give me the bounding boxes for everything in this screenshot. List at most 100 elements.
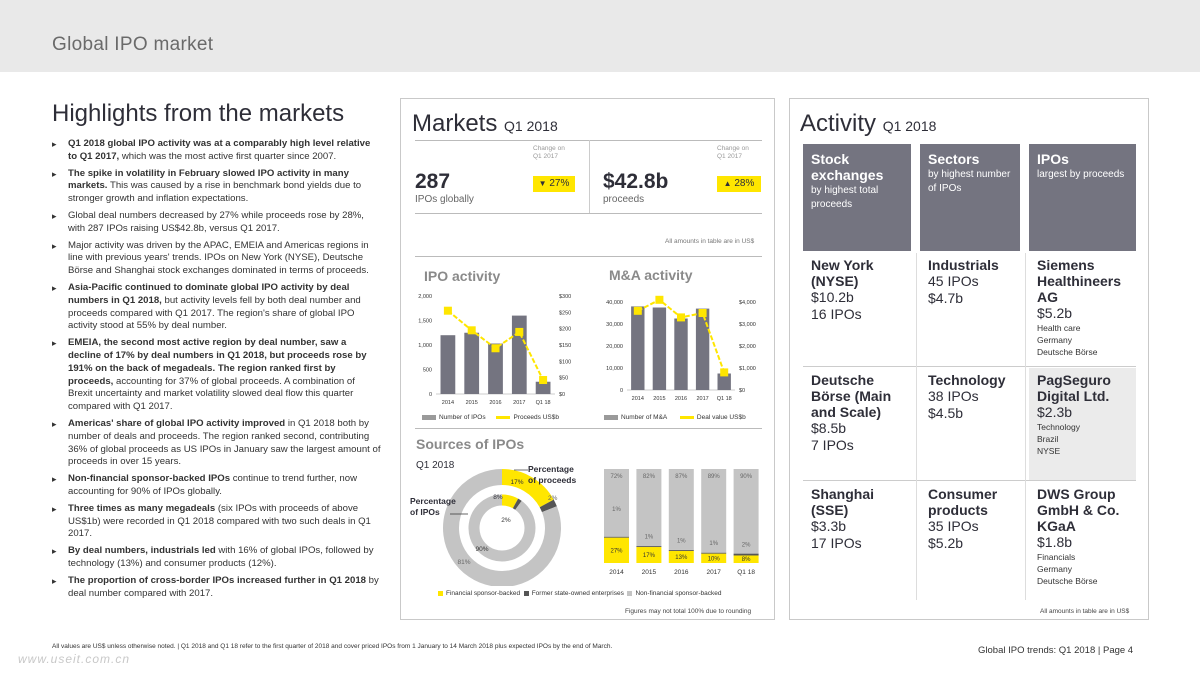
highlight-bold: EMEIA, the second most active region by … xyxy=(68,337,367,387)
donut-inner-segment xyxy=(512,498,522,510)
legend-swatch xyxy=(604,414,618,420)
y-tick-label: 1,500 xyxy=(418,319,432,325)
cell-detail: Brazil xyxy=(1037,434,1059,444)
cell-value: 17 IPOs xyxy=(811,535,862,551)
bar xyxy=(674,318,688,390)
highlight-bold: Q1 2018 global IPO activity was at a com… xyxy=(68,138,371,162)
row-divider xyxy=(803,366,1136,367)
activity-cell: Siemens Healthineers AG $5.2b Health care G… xyxy=(1029,253,1136,366)
x-tick-label: 2015 xyxy=(642,569,657,576)
divider xyxy=(415,213,762,214)
highlight-item: Q1 2018 global IPO activity was at a com… xyxy=(52,138,382,164)
line-point xyxy=(491,344,500,353)
donut-label-ipos: Percentage of IPOs xyxy=(410,496,456,517)
change-label: Change on Q1 2017 xyxy=(533,145,565,160)
stacked-bar-segment xyxy=(733,553,759,556)
donut-outer-label: 81% xyxy=(457,559,470,566)
mna-activity-title: M&A activity xyxy=(609,267,693,283)
highlight-bold: Non-financial sponsor-backed IPOs xyxy=(68,473,231,485)
cell-detail: NYSE xyxy=(1037,446,1061,456)
proceeds-change-badge: ▲ 28% xyxy=(717,176,761,192)
ipo-count-label: IPOs globally xyxy=(415,194,474,205)
activity-cell: Technology 38 IPOs $4.5b xyxy=(920,368,1020,480)
donut-label-proceeds: Percentage of proceeds xyxy=(528,464,577,485)
segment-label: 87% xyxy=(675,474,688,480)
donut-outer-segment xyxy=(443,469,561,586)
activity-title: Activity Q1 2018 xyxy=(800,110,937,137)
cell-detail: Deutsche Börse xyxy=(1037,347,1098,357)
cell-value: $2.3b xyxy=(1037,404,1073,420)
stacked-bar-segment xyxy=(668,469,694,550)
highlight-bold: The proportion of cross-border IPOs incr… xyxy=(68,574,367,586)
highlight-item: Three times as many megadeals (six IPOs … xyxy=(52,503,382,541)
y-tick-label: 30,000 xyxy=(606,322,623,328)
donut-outer-label: 17% xyxy=(510,479,523,486)
x-tick-label: 2016 xyxy=(674,569,689,576)
stacked-bar-segment xyxy=(636,546,662,548)
watermark: www.useit.com.cn xyxy=(18,652,131,666)
x-tick-label: 2017 xyxy=(513,400,525,406)
segment-label: 8% xyxy=(742,557,751,563)
bar xyxy=(440,335,456,394)
y-tick-label: 2,000 xyxy=(418,294,432,300)
x-tick-label: 2016 xyxy=(489,400,501,406)
y-tick-label: 20,000 xyxy=(606,344,623,350)
stacked-bar-segment xyxy=(636,469,662,547)
ipo-activity-title: IPO activity xyxy=(424,268,501,284)
stacked-bar-segment xyxy=(604,469,629,537)
highlight-item: Major activity was driven by the APAC, E… xyxy=(52,240,382,278)
y2-tick-label: $150 xyxy=(559,343,571,349)
stacked-bar-segment xyxy=(701,469,727,553)
x-tick-label: 2017 xyxy=(706,569,721,576)
line-point xyxy=(677,313,685,322)
highlight-text: by deal number compared with 2017. xyxy=(68,574,379,599)
y2-tick-label: $0 xyxy=(559,392,565,398)
ipo-count: 287 xyxy=(415,170,451,193)
segment-label: 13% xyxy=(675,555,688,561)
highlight-text: continue to trend further, now accountin… xyxy=(68,473,357,497)
cell-detail: Health care xyxy=(1037,323,1081,333)
divider xyxy=(415,140,762,141)
highlight-text: in Q1 2018 both by number of deals and p… xyxy=(68,417,381,468)
bar xyxy=(464,332,480,394)
line-point xyxy=(443,306,452,315)
donut-outer-segment xyxy=(501,469,554,508)
arrow-up-icon: ▲ xyxy=(723,179,732,188)
activity-panel xyxy=(789,98,1149,620)
y2-tick-label: $4,000 xyxy=(739,300,756,306)
highlight-text: Global deal numbers decreased by 27% whi… xyxy=(68,209,364,234)
y2-tick-label: $1,000 xyxy=(739,366,756,372)
segment-label: 72% xyxy=(610,474,623,480)
sources-title: Sources of IPOs xyxy=(416,436,525,452)
line-point xyxy=(467,326,476,335)
bar xyxy=(631,306,645,390)
legend-swatch xyxy=(496,415,511,419)
activity-cell: Shanghai (SSE) $3.3b 17 IPOs xyxy=(803,482,911,600)
activity-cell: Deutsche Börse (Main and Scale) $8.5b 7 IP… xyxy=(803,368,911,480)
divider xyxy=(415,256,762,257)
donut-inner-label: 90% xyxy=(475,546,488,553)
bar xyxy=(717,373,731,390)
ipo-change-badge: ▼ 27% xyxy=(533,176,575,192)
highlight-text: This was caused by a rise in benchmark b… xyxy=(68,180,362,205)
activity-cell: DWS Group GmbH & Co. KGaA $1.8b Financials… xyxy=(1029,482,1136,600)
x-tick-label: 2014 xyxy=(609,569,624,576)
column-divider xyxy=(1025,253,1026,600)
highlight-item: Americas' share of global IPO activity i… xyxy=(52,418,382,469)
stacked-bar-segment xyxy=(668,550,694,563)
activity-cell: Consumer products 35 IPOs $5.2b xyxy=(920,482,1020,600)
change-label: Change on Q1 2017 xyxy=(717,145,749,160)
rounding-note: Figures may not total 100% due to roundi… xyxy=(625,608,752,615)
cell-name: PagSeguro Digital Ltd. xyxy=(1037,372,1111,404)
highlight-item: Non-financial sponsor-backed IPOs contin… xyxy=(52,473,382,499)
y2-tick-label: $3,000 xyxy=(739,322,756,328)
line-point xyxy=(539,376,548,385)
cell-value: $3.3b xyxy=(811,518,847,534)
cell-name: DWS Group GmbH & Co. KGaA xyxy=(1037,486,1120,534)
mna-activity-chart: 40,000 30,000 20,000 10,000 0 $4,000 $3,000 $2,… xyxy=(606,295,756,402)
cell-detail: Financials xyxy=(1037,552,1076,562)
sources-stacked-chart: 72% 1% 27% 2014 82% 1% 17% 2015 87% 1% 13% 2016 89% 1… xyxy=(604,469,759,576)
activity-cell: New York (NYSE) $10.2b 16 IPOs xyxy=(803,253,911,366)
stacked-bar-segment xyxy=(733,555,759,563)
proceeds-value: $42.8b xyxy=(603,170,669,193)
